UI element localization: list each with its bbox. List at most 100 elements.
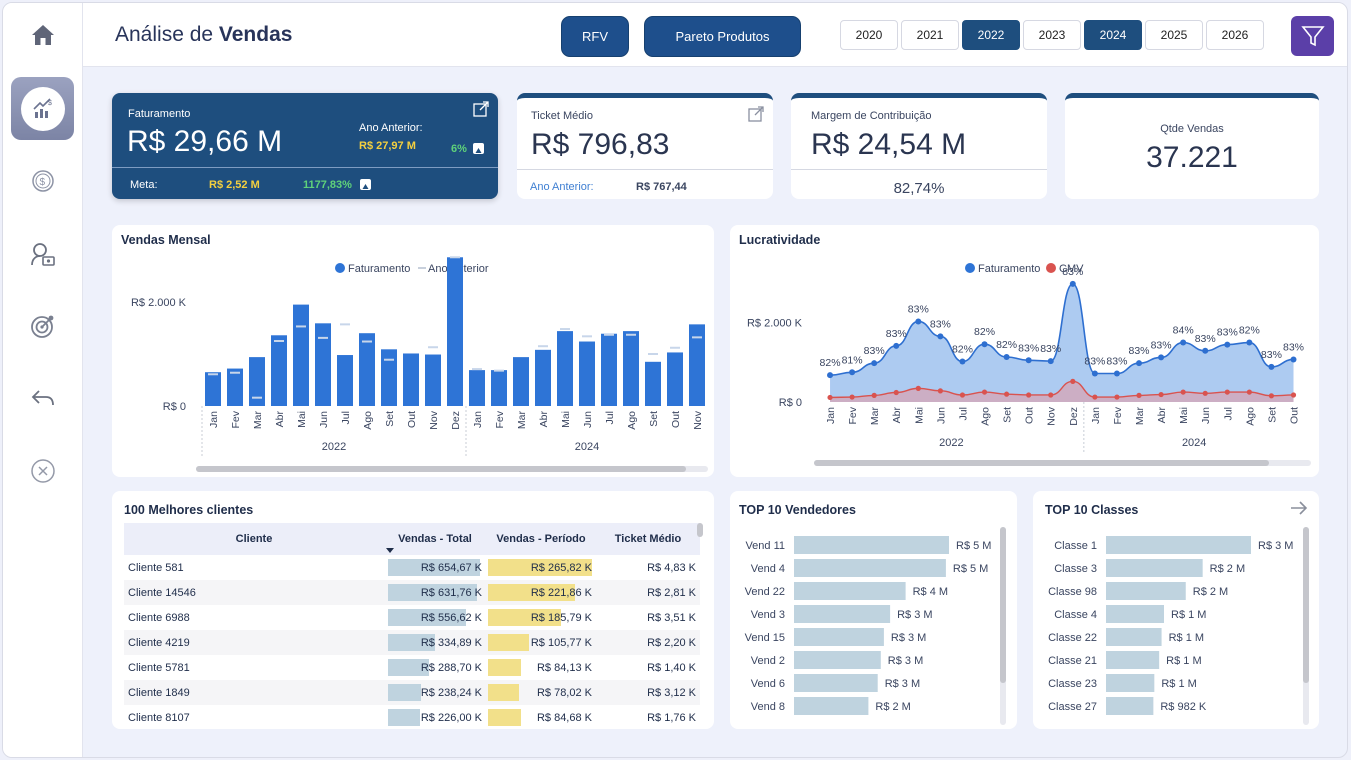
sales-analysis-nav[interactable]: $ xyxy=(11,77,74,140)
line-faturamento xyxy=(830,283,1294,376)
vertical-scrollbar[interactable] xyxy=(1000,527,1006,725)
column-header[interactable]: Cliente xyxy=(235,533,273,545)
x-tick-label: Out xyxy=(670,411,682,428)
filter-button[interactable] xyxy=(1291,16,1334,56)
horizontal-scrollbar[interactable] xyxy=(196,466,708,472)
scrollbar-thumb[interactable] xyxy=(1303,527,1309,683)
arrow-right-icon[interactable] xyxy=(1289,499,1309,522)
bar-faturamento xyxy=(557,331,573,406)
year-2023[interactable]: 2023 xyxy=(1023,20,1081,50)
data-label: 83% xyxy=(864,345,885,357)
data-label: R$ 3 M xyxy=(885,678,920,690)
table-row[interactable]: Cliente 1849 R$ 238,24 K R$ 78,02 K R$ 3,12… xyxy=(124,680,700,705)
category-label: Classe 21 xyxy=(1048,655,1097,667)
year-2021[interactable]: 2021 xyxy=(901,20,959,50)
target-icon[interactable] xyxy=(25,308,61,344)
data-label: R$ 2 M xyxy=(1210,563,1245,575)
category-label: Vend 4 xyxy=(751,563,785,575)
area-faturamento xyxy=(830,283,1294,402)
data-label: R$ 2 M xyxy=(1193,586,1228,598)
data-bar-periodo xyxy=(488,709,521,726)
data-bar-periodo xyxy=(488,659,521,676)
bar xyxy=(1106,651,1160,669)
scrollbar-thumb[interactable] xyxy=(196,466,686,472)
table-cell: Cliente 6988 xyxy=(124,605,384,630)
rfv-button[interactable]: RFV xyxy=(561,16,629,57)
bar-faturamento xyxy=(579,341,595,406)
table-cell: R$ 185,79 K xyxy=(486,605,596,630)
kpi-value: 37.221 xyxy=(1146,141,1238,174)
person-money-icon[interactable] xyxy=(25,237,61,273)
table-row[interactable]: Cliente 8107 R$ 226,00 K R$ 84,68 K R$ 1,76… xyxy=(124,705,700,729)
category-label: Vend 3 xyxy=(751,609,785,621)
page-title: Análise de Vendas xyxy=(115,23,292,47)
x-tick-label: Jul xyxy=(604,411,616,424)
bar-faturamento xyxy=(249,357,265,406)
data-label: R$ 982 K xyxy=(1160,701,1207,713)
meta-pct: 1177,83% xyxy=(303,179,352,191)
table-cell: Cliente 581 xyxy=(124,555,384,580)
year-2020[interactable]: 2020 xyxy=(840,20,898,50)
vertical-scrollbar[interactable] xyxy=(697,523,703,537)
year-2026[interactable]: 2026 xyxy=(1206,20,1264,50)
category-label: Vend 2 xyxy=(751,655,785,667)
vertical-scrollbar[interactable] xyxy=(1303,527,1309,725)
x-tick-label: Nov xyxy=(1046,406,1058,425)
x-tick-label: Jun xyxy=(318,411,330,428)
external-link-icon[interactable] xyxy=(747,105,765,128)
cell-text: R$ 2,81 K xyxy=(647,586,696,599)
table-cell: R$ 1,40 K xyxy=(596,655,700,680)
year-2025[interactable]: 2025 xyxy=(1145,20,1203,50)
bar-faturamento xyxy=(601,333,617,406)
svg-text:$: $ xyxy=(48,100,52,107)
column-header[interactable]: Vendas - Total xyxy=(384,523,486,555)
point-cmv xyxy=(959,392,966,398)
back-arrow-icon[interactable] xyxy=(25,381,61,417)
point-faturamento xyxy=(1180,339,1187,346)
scrollbar-thumb[interactable] xyxy=(1000,527,1006,683)
x-tick-label: Jun xyxy=(935,407,947,424)
x-tick-label: Fev xyxy=(1112,406,1124,424)
data-label: 83% xyxy=(1040,343,1061,355)
table-row[interactable]: Cliente 14546 R$ 631,76 K R$ 221,86 K R$ 2,… xyxy=(124,580,700,605)
sort-desc-icon[interactable] xyxy=(386,548,394,553)
table-row[interactable]: Cliente 4219 R$ 334,89 K R$ 105,77 K R$ 2,2… xyxy=(124,630,700,655)
pareto-produtos-button[interactable]: Pareto Produtos xyxy=(644,16,801,57)
data-bar-total xyxy=(388,584,477,601)
point-faturamento xyxy=(937,333,944,340)
bar xyxy=(1106,697,1154,715)
point-faturamento xyxy=(1136,360,1143,367)
scrollbar-thumb[interactable] xyxy=(814,460,1269,466)
close-circle-icon[interactable] xyxy=(25,453,61,489)
legend-swatch-faturamento xyxy=(965,263,975,273)
data-bar-total xyxy=(388,634,435,651)
x-tick-label: Nov xyxy=(428,410,440,429)
bar xyxy=(1106,674,1155,692)
kpi-ticket-medio: Ticket Médio R$ 796,83 Ano Anterior: R$ … xyxy=(517,93,773,199)
bar-faturamento xyxy=(271,335,287,406)
table-cell: Cliente 5781 xyxy=(124,655,384,680)
point-faturamento xyxy=(981,341,988,348)
coin-icon[interactable]: $ xyxy=(25,163,61,199)
table-row[interactable]: Cliente 5781 R$ 288,70 K R$ 84,13 K R$ 1,40… xyxy=(124,655,700,680)
y-tick-label: R$ 2.000 K xyxy=(747,317,803,329)
cell-text: R$ 265,82 K xyxy=(530,561,592,574)
year-2024[interactable]: 2024 xyxy=(1084,20,1142,50)
external-link-icon[interactable] xyxy=(472,100,490,123)
x-group-label: 2022 xyxy=(322,441,346,453)
point-cmv xyxy=(827,394,833,401)
data-label: R$ 3 M xyxy=(897,609,932,621)
home-icon[interactable] xyxy=(25,17,61,53)
year-2022[interactable]: 2022 xyxy=(962,20,1020,50)
column-header[interactable]: Ticket Médio xyxy=(614,533,682,545)
column-header[interactable]: Vendas - Período xyxy=(496,533,586,545)
point-faturamento xyxy=(871,360,878,367)
legend-swatch-faturamento xyxy=(335,263,345,273)
table-row[interactable]: Cliente 6988 R$ 556,62 K R$ 185,79 K R$ 3,5… xyxy=(124,605,700,630)
table-row[interactable]: Cliente 581 R$ 654,67 K R$ 265,82 K R$ 4,83… xyxy=(124,555,700,580)
category-label: Classe 3 xyxy=(1054,563,1097,575)
data-label: 83% xyxy=(1151,339,1172,351)
horizontal-scrollbar[interactable] xyxy=(814,460,1311,466)
point-cmv xyxy=(1224,389,1230,395)
table-cell: R$ 1,76 K xyxy=(596,705,700,729)
